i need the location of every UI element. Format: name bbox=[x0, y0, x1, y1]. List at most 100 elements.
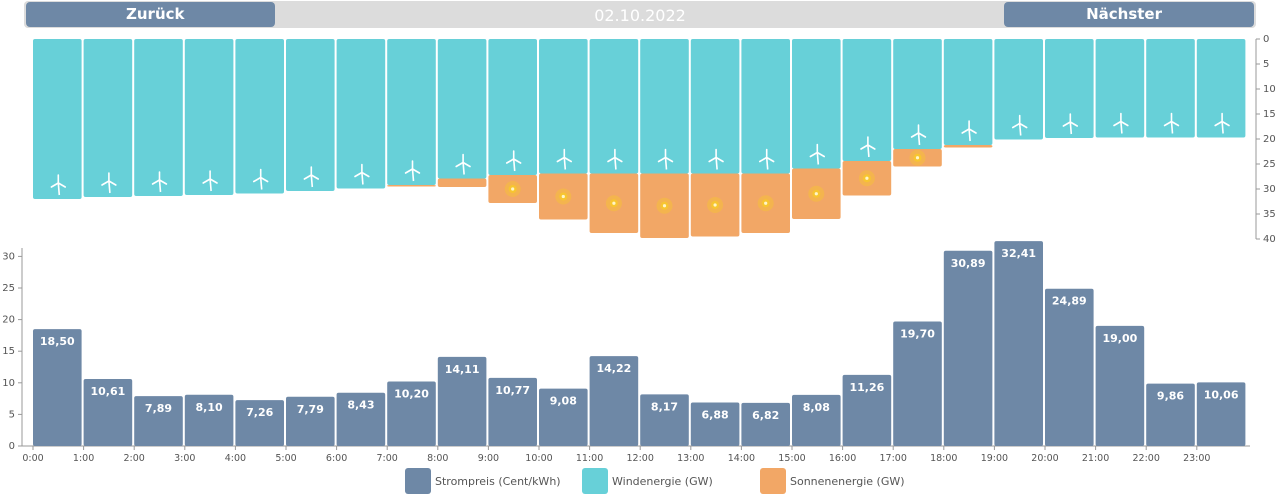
wind-turbine-icon bbox=[1113, 112, 1129, 134]
price-data-label: 9,08 bbox=[550, 395, 577, 408]
price-y-tick-label: 25 bbox=[2, 283, 15, 294]
legend-item-solar: Sonnenenergie (GW) bbox=[760, 468, 905, 494]
wind-bar bbox=[539, 39, 588, 174]
wind-bar bbox=[690, 39, 740, 174]
price-bar bbox=[690, 402, 740, 446]
energy-y-tick-label: 15 bbox=[1263, 109, 1276, 120]
sun-icon bbox=[605, 195, 622, 212]
price-bar bbox=[33, 329, 82, 446]
price-bar bbox=[539, 388, 588, 446]
price-data-label: 19,00 bbox=[1103, 332, 1138, 345]
sun-icon bbox=[504, 181, 521, 197]
price-bar bbox=[842, 374, 892, 446]
sun-icon bbox=[555, 188, 572, 205]
price-x-tick-label: 13:00 bbox=[677, 453, 704, 464]
price-y-tick-label: 20 bbox=[2, 315, 15, 326]
next-day-button[interactable]: Nächster bbox=[1004, 2, 1254, 27]
price-data-label: 32,41 bbox=[1001, 247, 1036, 260]
price-data-label: 10,61 bbox=[91, 385, 126, 398]
wind-turbine-icon bbox=[1163, 112, 1180, 134]
price-bar bbox=[1045, 288, 1094, 446]
sun-icon bbox=[757, 195, 774, 212]
price-x-tick-label: 10:00 bbox=[525, 453, 552, 464]
price-bar bbox=[943, 250, 993, 446]
price-x-tick-label: 20:00 bbox=[1031, 453, 1058, 464]
wind-turbine-icon bbox=[404, 160, 421, 182]
price-data-label: 19,70 bbox=[900, 327, 935, 340]
price-y-tick-label: 0 bbox=[9, 441, 15, 452]
price-bar bbox=[1146, 383, 1195, 446]
solar-bar bbox=[387, 185, 436, 187]
wind-bar bbox=[741, 39, 790, 174]
wind-bar bbox=[640, 39, 689, 174]
legend-label-solar: Sonnenenergie (GW) bbox=[790, 474, 905, 488]
wind-turbine-icon bbox=[252, 168, 269, 190]
legend-item-price: Strompreis (Cent/kWh) bbox=[405, 468, 561, 494]
legend-label-price: Strompreis (Cent/kWh) bbox=[435, 474, 561, 488]
price-x-tick-label: 9:00 bbox=[478, 453, 499, 464]
price-x-tick-label: 14:00 bbox=[728, 453, 755, 464]
wind-turbine-icon bbox=[50, 174, 67, 196]
price-x-tick-label: 23:00 bbox=[1183, 453, 1210, 464]
energy-y-tick-label: 20 bbox=[1263, 134, 1276, 145]
price-data-label: 10,20 bbox=[394, 388, 429, 401]
price-bar bbox=[387, 381, 436, 446]
wind-turbine-icon bbox=[151, 171, 168, 193]
price-data-label: 7,79 bbox=[297, 403, 324, 416]
price-x-tick-label: 11:00 bbox=[576, 453, 603, 464]
price-x-tick-label: 6:00 bbox=[326, 453, 347, 464]
wind-turbine-icon bbox=[657, 148, 674, 170]
price-data-label: 8,43 bbox=[347, 399, 374, 412]
price-data-label: 10,77 bbox=[495, 384, 530, 397]
wind-bar bbox=[1095, 39, 1145, 138]
wind-turbine-icon bbox=[758, 148, 775, 170]
sun-icon bbox=[858, 170, 875, 187]
wind-turbine-icon bbox=[354, 163, 370, 185]
price-y-tick-label: 5 bbox=[9, 409, 15, 420]
price-data-label: 7,89 bbox=[145, 402, 172, 415]
price-bar bbox=[1196, 382, 1246, 446]
price-bar bbox=[792, 394, 841, 446]
price-x-tick-label: 2:00 bbox=[124, 453, 145, 464]
energy-y-tick-label: 5 bbox=[1263, 59, 1269, 70]
price-y-tick-label: 15 bbox=[2, 346, 15, 357]
price-data-label: 6,82 bbox=[752, 409, 779, 422]
previous-day-button[interactable]: Zurück bbox=[26, 2, 275, 27]
energy-y-tick-label: 25 bbox=[1263, 159, 1276, 170]
price-x-tick-label: 1:00 bbox=[73, 453, 94, 464]
price-data-label: 18,50 bbox=[40, 335, 75, 348]
wind-bar bbox=[184, 39, 234, 195]
wind-bar bbox=[1196, 39, 1246, 138]
wind-turbine-icon bbox=[961, 120, 977, 142]
price-x-tick-label: 12:00 bbox=[627, 453, 654, 464]
energy-y-tick-label: 35 bbox=[1263, 209, 1276, 220]
price-bar bbox=[336, 392, 386, 446]
price-data-label: 8,17 bbox=[651, 400, 678, 413]
wind-turbine-icon bbox=[708, 148, 724, 170]
price-bar bbox=[235, 400, 284, 446]
price-bar bbox=[134, 396, 183, 446]
wind-bar bbox=[235, 39, 284, 194]
legend-swatch-price bbox=[405, 468, 431, 494]
wind-bar bbox=[1146, 39, 1195, 138]
wind-bar bbox=[994, 39, 1043, 140]
energy-y-tick-label: 30 bbox=[1263, 184, 1276, 195]
wind-turbine-icon bbox=[809, 143, 826, 165]
price-bar bbox=[488, 377, 537, 446]
price-x-tick-label: 0:00 bbox=[22, 453, 43, 464]
price-y-tick-label: 30 bbox=[2, 251, 15, 262]
price-x-tick-label: 8:00 bbox=[427, 453, 448, 464]
energy-chart: 0 5 10 15 20 25 30 35 40 bbox=[33, 34, 1276, 245]
legend-swatch-wind bbox=[582, 468, 608, 494]
price-bar bbox=[640, 394, 689, 446]
wind-turbine-icon bbox=[1214, 112, 1230, 134]
price-data-label: 6,88 bbox=[702, 409, 729, 422]
price-x-tick-label: 17:00 bbox=[880, 453, 907, 464]
wind-turbine-icon bbox=[1011, 114, 1028, 136]
price-bar bbox=[286, 396, 335, 446]
wind-bar bbox=[792, 39, 841, 169]
price-x-tick-label: 19:00 bbox=[981, 453, 1008, 464]
price-x-tick-label: 5:00 bbox=[275, 453, 296, 464]
wind-bar bbox=[589, 39, 639, 174]
price-x-tick-label: 3:00 bbox=[174, 453, 195, 464]
